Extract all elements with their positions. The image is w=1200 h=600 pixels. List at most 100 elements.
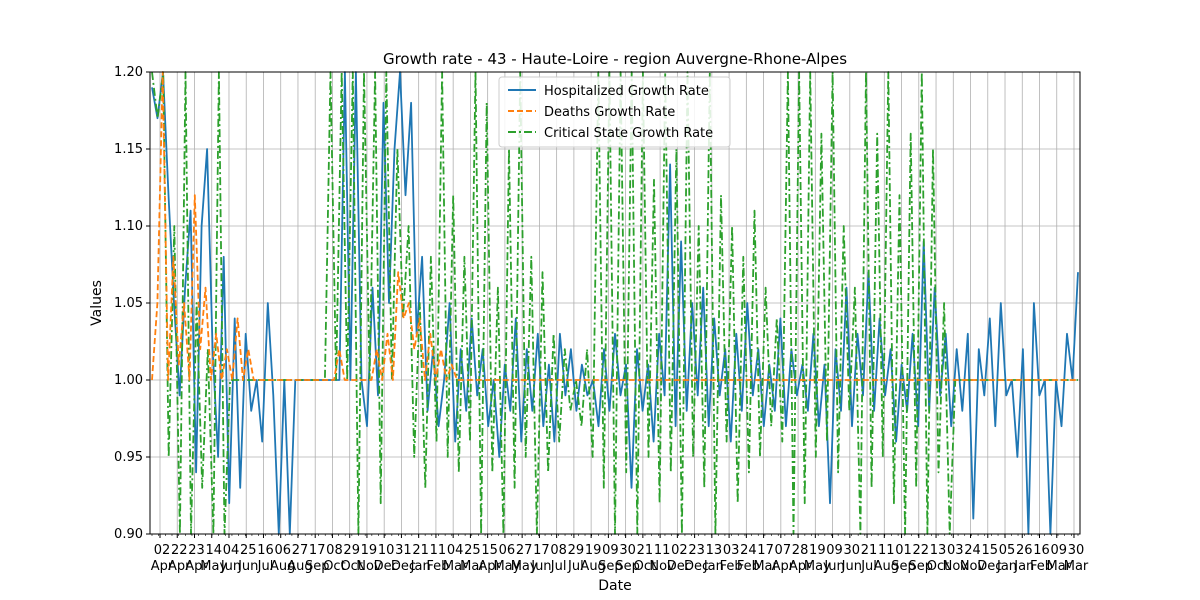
x-tick-day: 08 bbox=[550, 543, 567, 558]
y-tick-label: 1.20 bbox=[114, 65, 143, 80]
x-tick-day: 17 bbox=[533, 543, 550, 558]
x-tick-day: 25 bbox=[240, 543, 257, 558]
x-tick-month: Dec bbox=[374, 559, 399, 574]
x-tick-month: Feb bbox=[737, 559, 760, 574]
x-tick-month: Jan bbox=[703, 559, 724, 574]
x-tick-day: 26 bbox=[1016, 543, 1033, 558]
x-tick-day: 07 bbox=[775, 543, 792, 558]
x-tick-month: Aug bbox=[580, 559, 605, 574]
x-tick-month: Dec bbox=[684, 559, 709, 574]
x-tick-day: 19 bbox=[361, 543, 378, 558]
x-tick-day: 03 bbox=[947, 543, 964, 558]
x-tick-month: Jul bbox=[567, 559, 584, 574]
x-tick-month: Jul bbox=[550, 559, 567, 574]
x-tick-month: Feb bbox=[426, 559, 449, 574]
x-tick-month: Nov bbox=[960, 559, 986, 574]
x-tick-month: Sep bbox=[598, 559, 623, 574]
x-tick-day: 29 bbox=[343, 543, 360, 558]
x-tick-day: 30 bbox=[1068, 543, 1085, 558]
x-tick-month: Dec bbox=[977, 559, 1002, 574]
x-tick-month: Oct bbox=[634, 559, 656, 574]
x-tick-month: Nov bbox=[943, 559, 969, 574]
x-tick-month: May bbox=[200, 559, 227, 574]
x-tick-day: 10 bbox=[378, 543, 395, 558]
x-tick-day: 19 bbox=[585, 543, 602, 558]
x-tick-day: 15 bbox=[982, 543, 999, 558]
x-tick-month: Sep bbox=[305, 559, 330, 574]
legend: Hospitalized Growth Rate Deaths Growth R… bbox=[498, 76, 731, 148]
x-tick-day: 27 bbox=[516, 543, 533, 558]
x-tick-day: 11 bbox=[654, 543, 671, 558]
x-tick-day: 13 bbox=[930, 543, 947, 558]
series-line-deaths-growth-rate bbox=[151, 71, 1078, 381]
x-tick-month: Sep bbox=[909, 559, 934, 574]
x-tick-day: 22 bbox=[913, 543, 930, 558]
x-tick-day: 02 bbox=[671, 543, 688, 558]
x-tick-month: Mar bbox=[753, 559, 778, 574]
y-axis-label: Values bbox=[89, 280, 105, 326]
y-tick-label: 1.00 bbox=[114, 373, 143, 388]
x-tick-day: 09 bbox=[602, 543, 619, 558]
x-tick-month: Apr bbox=[168, 559, 191, 574]
y-tick-label: 0.90 bbox=[114, 527, 143, 542]
x-tick-day: 17 bbox=[757, 543, 774, 558]
x-tick-day: 05 bbox=[999, 543, 1016, 558]
x-tick-month: Jun bbox=[237, 559, 258, 574]
y-axis: 0.90 0.95 1.00 1.05 1.10 1.15 1.20 bbox=[114, 65, 150, 542]
x-tick-month: Sep bbox=[615, 559, 640, 574]
x-tick-day: 16 bbox=[1033, 543, 1050, 558]
x-tick-day: 06 bbox=[499, 543, 516, 558]
x-tick-day: 08 bbox=[326, 543, 343, 558]
x-tick-month: Mar bbox=[1046, 559, 1071, 574]
x-tick-day: 24 bbox=[740, 543, 757, 558]
x-tick-month: Dec bbox=[667, 559, 692, 574]
x-tick-month: Apr bbox=[789, 559, 812, 574]
x-tick-day: 21 bbox=[861, 543, 878, 558]
x-tick-day: 27 bbox=[292, 543, 309, 558]
x-tick-day: 24 bbox=[964, 543, 981, 558]
x-tick-month: Nov bbox=[649, 559, 675, 574]
x-tick-month: Apr bbox=[478, 559, 501, 574]
x-tick-day: 09 bbox=[1050, 543, 1067, 558]
x-tick-day: 30 bbox=[844, 543, 861, 558]
x-tick-month: Jul bbox=[860, 559, 877, 574]
x-tick-month: Feb bbox=[720, 559, 743, 574]
x-tick-day: 22 bbox=[171, 543, 188, 558]
y-tick-label: 1.05 bbox=[114, 296, 143, 311]
x-tick-month: Mar bbox=[443, 559, 468, 574]
x-tick-day: 31 bbox=[395, 543, 412, 558]
x-tick-day: 15 bbox=[481, 543, 498, 558]
x-tick-month: Jul bbox=[257, 559, 274, 574]
x-tick-month: Dec bbox=[391, 559, 416, 574]
x-tick-month: Feb bbox=[1030, 559, 1053, 574]
x-tick-month: Jun bbox=[823, 559, 844, 574]
x-tick-month: Jun bbox=[530, 559, 551, 574]
x-tick-day: 29 bbox=[568, 543, 585, 558]
x-tick-month: Aug bbox=[270, 559, 295, 574]
x-tick-month: Sep bbox=[891, 559, 916, 574]
x-tick-day: 21 bbox=[637, 543, 654, 558]
x-tick-month: May bbox=[493, 559, 520, 574]
x-tick-month: Jun bbox=[841, 559, 862, 574]
x-tick-month: May bbox=[511, 559, 538, 574]
x-tick-month: Oct bbox=[340, 559, 362, 574]
x-axis: 02Apr22Apr23Apr14May04Jun25Jun16Jul06Aug… bbox=[151, 534, 1089, 574]
x-tick-day: 23 bbox=[188, 543, 205, 558]
x-tick-month: Jan bbox=[1013, 559, 1034, 574]
x-tick-day: 11 bbox=[430, 543, 447, 558]
x-tick-month: Apr bbox=[772, 559, 795, 574]
x-tick-month: Aug bbox=[874, 559, 899, 574]
x-tick-month: Oct bbox=[927, 559, 949, 574]
x-axis-label: Date bbox=[598, 578, 631, 594]
x-tick-month: Apr bbox=[185, 559, 208, 574]
legend-label-critical: Critical State Growth Rate bbox=[544, 126, 713, 141]
x-tick-day: 02 bbox=[154, 543, 171, 558]
x-tick-month: Nov bbox=[356, 559, 382, 574]
x-tick-month: Apr bbox=[151, 559, 174, 574]
x-tick-day: 16 bbox=[257, 543, 274, 558]
x-tick-day: 21 bbox=[412, 543, 429, 558]
x-tick-month: Jun bbox=[220, 559, 241, 574]
x-tick-month: Mar bbox=[460, 559, 485, 574]
y-tick-label: 1.10 bbox=[114, 219, 143, 234]
